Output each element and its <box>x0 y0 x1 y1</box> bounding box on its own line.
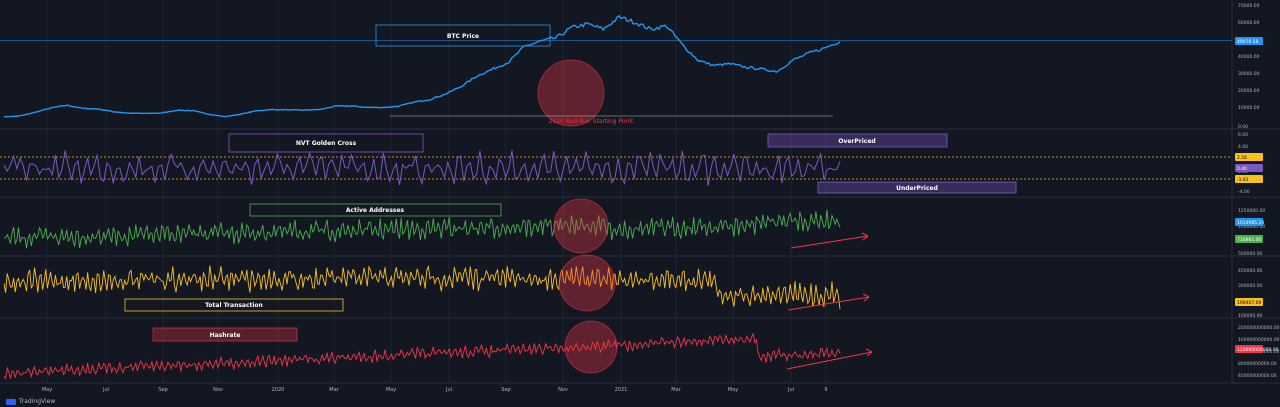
pane-hashrate: Hashrate <box>3 320 873 380</box>
btc-price-line <box>3 14 841 118</box>
time-axis-tick-label: Mar <box>329 387 339 393</box>
hash-trend-arrowhead <box>865 348 873 357</box>
btc-title: BTC Price <box>447 33 479 40</box>
time-axis-tick-label: Sep <box>158 387 167 393</box>
btc-title-box <box>375 24 551 47</box>
hash-title-box <box>152 327 298 342</box>
tx-title: Total Transaction <box>205 302 263 309</box>
price-axis-tick-label: 10000.00 <box>1238 105 1260 111</box>
last-value-badges: 49076.58 2.56 0.40 -1.61 1014985.24 716981.00… <box>1235 37 1279 353</box>
time-axis-tick-label: May <box>386 387 396 393</box>
tradingview-brand: TradingView <box>19 398 56 405</box>
bull-run-circle <box>537 59 605 127</box>
pane-nvt: NVT Golden Cross OverPriced UnderPriced <box>0 133 1232 194</box>
price-axis-tick-label: 100000.00 <box>1238 313 1262 319</box>
pane-separators <box>0 0 1280 384</box>
underpriced-box <box>817 181 1017 194</box>
active-circle <box>553 198 609 254</box>
time-axis-tick-label: Sep <box>501 387 510 393</box>
hash-circle <box>564 320 618 374</box>
svg-text:49076.58: 49076.58 <box>1237 39 1259 45</box>
price-axis-tick-label: 450000.00 <box>1238 268 1262 274</box>
total-transaction-line <box>3 264 841 310</box>
price-axis-tick-label: 0.00 <box>1238 124 1248 130</box>
price-axis-tick-label: 60000.00 <box>1238 20 1260 26</box>
time-axis-tick-label: Mar <box>671 387 681 393</box>
time-axis-tick-label: Jul <box>102 387 109 393</box>
price-axis-tick-label: 70000.00 <box>1238 3 1260 9</box>
nvt-title-box <box>228 133 424 153</box>
price-axis-tick-label: 500000.00 <box>1238 251 1262 257</box>
time-axis-tick-label: Jul <box>445 387 452 393</box>
price-axis-tick-label: 20000.00 <box>1238 88 1260 94</box>
hash-title: Hashrate <box>210 332 241 339</box>
tx-circle <box>558 254 616 312</box>
last-value-badge: 716981.00 <box>1235 235 1263 243</box>
svg-text:190407.00: 190407.00 <box>1237 300 1261 306</box>
time-axis-tick-label: Jul <box>787 387 794 393</box>
time-axis-tick-label: 9 <box>824 387 827 393</box>
last-value-badge: 49076.58 <box>1235 37 1263 45</box>
underpriced-label: UnderPriced <box>896 185 938 192</box>
price-axis-tick-label: 40000000000.00 <box>1238 373 1277 379</box>
price-axis-tick-label: 80000000000.00 <box>1238 361 1277 367</box>
svg-text:1014985.24: 1014985.24 <box>1237 220 1264 226</box>
bull-run-label: 2020 Bull-Run Starting Point <box>549 118 634 125</box>
hash-trend-arrow <box>786 351 873 370</box>
price-axis-tick-label: 6.00 <box>1238 132 1248 138</box>
pane-total-transaction: Total Transaction <box>3 254 870 312</box>
svg-text:-1.61: -1.61 <box>1237 177 1249 183</box>
last-value-badge: 120000000000.00 <box>1235 345 1279 353</box>
price-axis-tick-label: 200000000000.00 <box>1238 325 1280 331</box>
tradingview-logo-icon <box>6 398 16 405</box>
nvt-title: NVT Golden Cross <box>296 140 357 147</box>
active-title-box <box>249 203 502 217</box>
active-trend-arrow <box>790 235 869 249</box>
last-value-badge: 190407.00 <box>1235 298 1263 306</box>
price-axis-tick-label: 1250000.00 <box>1238 208 1265 214</box>
active-addresses-line <box>3 209 841 249</box>
time-axis-tick-label: May <box>728 387 738 393</box>
tx-trend-arrow <box>787 296 870 311</box>
active-title: Active Addresses <box>346 207 405 214</box>
tx-trend-arrowhead <box>862 293 870 302</box>
tx-title-box <box>124 298 344 312</box>
price-axis-tick-label: 30000.00 <box>1238 71 1260 77</box>
time-axis-tick-label: Nov <box>213 387 223 393</box>
price-axis[interactable]: 70000.0060000.0050000.0040000.0030000.00… <box>1238 3 1280 379</box>
svg-text:2.56: 2.56 <box>1237 155 1247 161</box>
overpriced-label: OverPriced <box>838 138 875 145</box>
time-axis-tick-label: May <box>42 387 52 393</box>
nvt-line <box>3 150 841 186</box>
last-value-badge: -1.61 <box>1235 175 1263 183</box>
price-axis-tick-label: 40000.00 <box>1238 54 1260 60</box>
last-value-badge: 2.56 <box>1235 153 1263 161</box>
active-trend-arrowhead <box>861 232 869 241</box>
time-axis-tick-label: Nov <box>558 387 568 393</box>
price-axis-tick-label: 300000.00 <box>1238 283 1262 289</box>
last-value-badge: 0.40 <box>1235 164 1263 172</box>
svg-text:120000000000.00: 120000000000.00 <box>1237 347 1279 353</box>
svg-text:0.40: 0.40 <box>1237 166 1247 172</box>
time-axis-tick-label: 2020 <box>272 387 285 393</box>
time-axis-tick-label: 2021 <box>615 387 628 393</box>
tradingview-watermark: TradingView <box>6 398 55 405</box>
price-axis-tick-label: 160000000000.00 <box>1238 337 1280 343</box>
hashrate-line <box>3 332 841 380</box>
last-value-badge: 1014985.24 <box>1235 218 1264 226</box>
pane-active-addresses: Active Addresses <box>3 198 869 254</box>
pane-btc: BTC Price 2020 Bull-Run Starting Point <box>0 14 1232 127</box>
grid <box>46 0 827 383</box>
price-axis-tick-label: -4.00 <box>1238 189 1250 195</box>
overpriced-box <box>767 133 948 148</box>
price-axis-tick-label: 1000000.00 <box>1238 224 1265 230</box>
svg-text:716981.00: 716981.00 <box>1237 237 1261 243</box>
price-axis-tick-label: 4.00 <box>1238 144 1248 150</box>
time-axis[interactable]: May Jul Sep Nov 2020 Mar May Jul Sep Nov 2021 Mar Ma… <box>42 387 828 393</box>
